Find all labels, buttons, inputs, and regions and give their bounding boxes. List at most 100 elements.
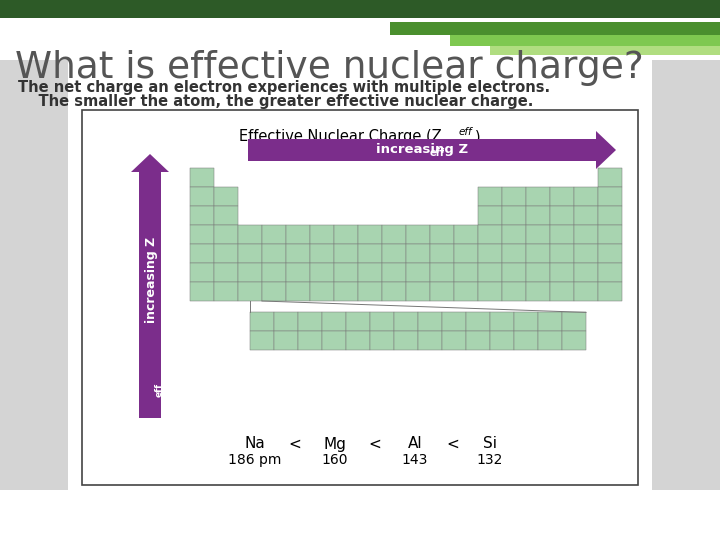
Bar [274,332,298,350]
Bar [250,313,274,332]
Bar [550,206,574,225]
Bar [538,332,562,350]
Bar [550,244,574,263]
Bar [526,244,550,263]
Bar [394,332,418,350]
Bar [214,282,238,301]
Bar [574,187,598,206]
Bar [346,313,370,332]
Polygon shape [131,154,169,172]
Bar [514,332,538,350]
Bar [502,187,526,206]
Text: <: < [446,436,459,451]
Bar [382,282,406,301]
Bar [406,282,430,301]
Bar [262,244,286,263]
Bar [248,139,596,161]
Bar [478,206,502,225]
Bar [502,282,526,301]
Text: The net charge an electron experiences with multiple electrons.: The net charge an electron experiences w… [18,80,550,95]
Text: eff: eff [155,383,164,397]
Bar [454,225,478,244]
Bar [334,244,358,263]
Bar [390,22,720,35]
Bar [478,225,502,244]
Text: ): ) [475,129,481,144]
Bar [358,263,382,282]
Bar [214,206,238,225]
Bar [598,263,622,282]
Bar [334,282,358,301]
Bar [526,187,550,206]
Bar [298,313,322,332]
Bar [238,225,262,244]
Bar [502,263,526,282]
Bar [190,187,214,206]
Bar [478,187,502,206]
Bar [550,187,574,206]
Text: increasing Z: increasing Z [145,237,158,323]
Bar [238,244,262,263]
Bar [574,225,598,244]
Bar [346,332,370,350]
Text: Al: Al [408,436,423,451]
Bar [454,244,478,263]
Text: 132: 132 [477,453,503,467]
Bar [574,244,598,263]
Bar [286,225,310,244]
Bar [334,263,358,282]
Bar [442,313,466,332]
Bar [418,313,442,332]
Text: What is effective nuclear charge?: What is effective nuclear charge? [15,50,644,86]
Bar [358,225,382,244]
Bar [238,263,262,282]
Text: The smaller the atom, the greater effective nuclear charge.: The smaller the atom, the greater effect… [18,94,534,109]
Bar [574,282,598,301]
Bar [598,282,622,301]
Bar [526,225,550,244]
Bar [442,332,466,350]
Bar [190,282,214,301]
Bar [214,225,238,244]
Bar [298,332,322,350]
Bar [550,263,574,282]
Polygon shape [596,131,616,169]
Text: eff: eff [459,127,472,137]
Bar [322,313,346,332]
Bar [490,332,514,350]
Bar [502,206,526,225]
Bar [574,263,598,282]
Bar [478,282,502,301]
Bar [190,168,214,187]
Bar [430,244,454,263]
Bar [598,187,622,206]
Bar [478,244,502,263]
Bar [0,0,720,18]
Text: 143: 143 [402,453,428,467]
Bar [406,225,430,244]
Bar [490,46,720,55]
Bar [598,225,622,244]
Bar [274,313,298,332]
Bar [538,313,562,332]
Bar [190,206,214,225]
Bar [310,263,334,282]
Bar [406,263,430,282]
Bar [598,244,622,263]
Bar [430,225,454,244]
Bar [526,282,550,301]
Text: eff: eff [430,148,445,158]
Text: 160: 160 [322,453,348,467]
Bar [250,332,274,350]
Bar [652,60,720,490]
Text: <: < [369,436,382,451]
Bar [139,172,161,418]
Text: Mg: Mg [323,436,346,451]
Bar [310,225,334,244]
Bar [262,225,286,244]
Bar [598,206,622,225]
Bar [358,282,382,301]
Text: 186 pm: 186 pm [228,453,282,467]
Bar [238,282,262,301]
Bar [550,282,574,301]
